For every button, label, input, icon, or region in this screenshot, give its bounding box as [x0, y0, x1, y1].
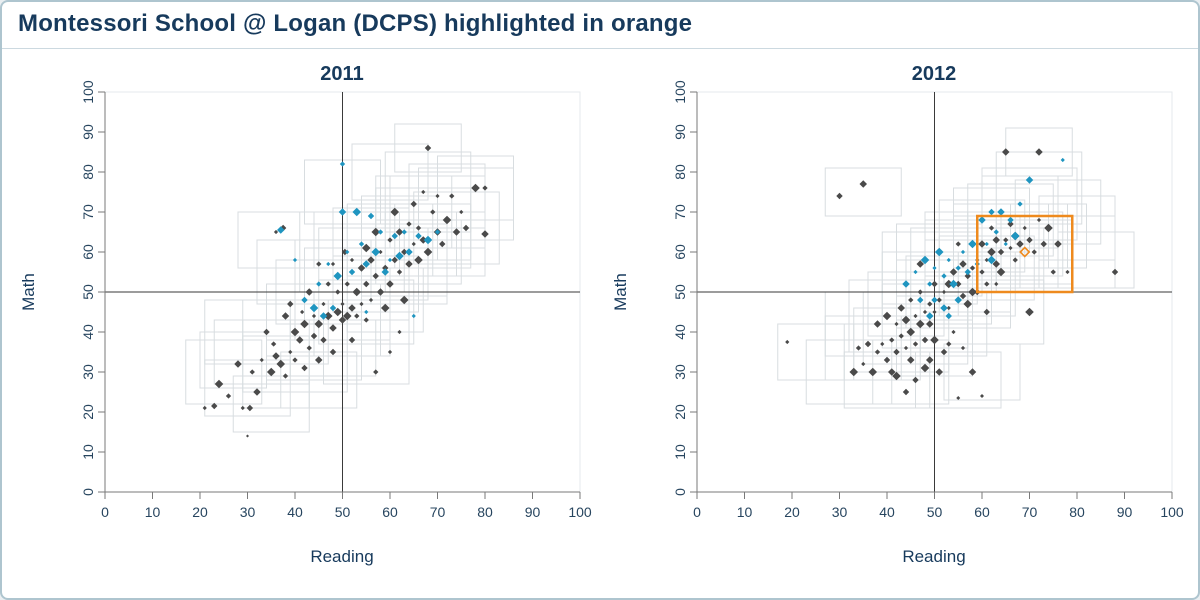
svg-text:20: 20 [784, 504, 800, 520]
panel-2011: 0 10 20 30 40 50 60 70 80 90 100 0 10 20 30 40 50 60 70 80 9… [10, 52, 595, 597]
svg-text:40: 40 [879, 504, 895, 520]
svg-text:10: 10 [80, 444, 96, 460]
svg-text:10: 10 [145, 504, 161, 520]
svg-text:10: 10 [737, 504, 753, 520]
svg-text:90: 90 [525, 504, 541, 520]
svg-text:100: 100 [568, 504, 592, 520]
svg-text:70: 70 [80, 204, 96, 220]
svg-text:70: 70 [430, 504, 446, 520]
title-divider [2, 48, 1198, 49]
svg-text:60: 60 [80, 244, 96, 260]
svg-text:20: 20 [80, 404, 96, 420]
scatter-plot-2011: 0 10 20 30 40 50 60 70 80 90 100 0 10 20 30 40 50 60 70 80 9… [19, 63, 592, 566]
y-axis-label-2012: Math [611, 273, 630, 311]
svg-text:30: 30 [672, 364, 688, 380]
svg-text:0: 0 [101, 504, 109, 520]
svg-text:90: 90 [672, 124, 688, 140]
svg-text:40: 40 [80, 324, 96, 340]
svg-text:90: 90 [80, 124, 96, 140]
svg-text:100: 100 [80, 80, 96, 104]
svg-text:60: 60 [672, 244, 688, 260]
x-axis-label-2012: Reading [902, 547, 965, 566]
svg-text:0: 0 [80, 488, 96, 496]
x-axis-label-2011: Reading [310, 547, 373, 566]
svg-text:60: 60 [974, 504, 990, 520]
svg-text:40: 40 [672, 324, 688, 340]
svg-text:80: 80 [672, 164, 688, 180]
svg-text:70: 70 [1022, 504, 1038, 520]
svg-text:30: 30 [832, 504, 848, 520]
svg-text:80: 80 [1069, 504, 1085, 520]
svg-text:90: 90 [1117, 504, 1133, 520]
svg-text:10: 10 [672, 444, 688, 460]
svg-text:80: 80 [80, 164, 96, 180]
svg-text:30: 30 [80, 364, 96, 380]
scatter-plot-2012: 0 10 20 30 40 50 60 70 80 90 100 0 10 20 30 40 50 60 70 80 9… [611, 63, 1184, 566]
svg-text:60: 60 [382, 504, 398, 520]
panel-title-2012: 2012 [912, 63, 957, 85]
svg-text:0: 0 [693, 504, 701, 520]
plot-layer-2011: 0 10 20 30 40 50 60 70 80 90 100 0 10 20 30 40 50 60 70 80 9… [80, 80, 592, 520]
panel-title-2011: 2011 [320, 63, 363, 85]
svg-text:70: 70 [672, 204, 688, 220]
panel-2012: 0 10 20 30 40 50 60 70 80 90 100 0 10 20 30 40 50 60 70 80 9… [602, 52, 1187, 597]
svg-text:100: 100 [672, 80, 688, 104]
svg-text:50: 50 [672, 284, 688, 300]
svg-text:50: 50 [335, 504, 351, 520]
svg-text:40: 40 [287, 504, 303, 520]
svg-text:20: 20 [672, 404, 688, 420]
svg-text:0: 0 [672, 488, 688, 496]
svg-text:20: 20 [192, 504, 208, 520]
svg-text:80: 80 [477, 504, 493, 520]
svg-text:50: 50 [80, 284, 96, 300]
plot-layer-2012: 0 10 20 30 40 50 60 70 80 90 100 0 10 20 30 40 50 60 70 80 9… [672, 80, 1184, 520]
svg-text:30: 30 [240, 504, 256, 520]
svg-text:50: 50 [927, 504, 943, 520]
y-axis-label-2011: Math [19, 273, 38, 311]
page-title: Montessori School @ Logan (DCPS) highlig… [18, 10, 693, 37]
svg-text:100: 100 [1160, 504, 1184, 520]
